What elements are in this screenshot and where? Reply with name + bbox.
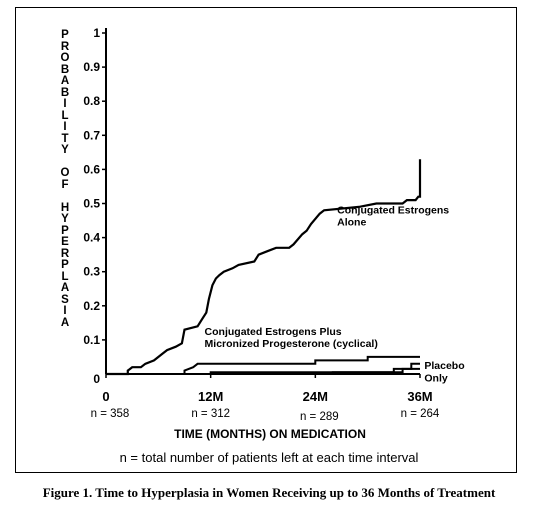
- series-label: Micronized Progesterone (cyclical): [205, 338, 378, 350]
- y-axis-letter: P: [61, 259, 69, 271]
- y-axis-letter: R: [60, 247, 70, 260]
- y-axis-letter: A: [60, 282, 70, 294]
- series-line-conjugated-estrogens-plus-micronized-progesterone-cyclical: [106, 355, 420, 375]
- y-tick-label: 0.4: [83, 231, 100, 245]
- figure-frame: [15, 7, 517, 473]
- n-note: n = total number of patients left at eac…: [119, 450, 419, 465]
- series-label: Conjugated Estrogens Plus: [205, 326, 342, 338]
- y-axis-letter: O: [60, 167, 70, 179]
- y-axis-letter: P: [61, 224, 69, 237]
- x-tick-label: 0: [102, 389, 109, 404]
- figure-caption: Figure 1. Time to Hyperplasia in Women R…: [42, 485, 496, 500]
- y-axis-letter: I: [63, 121, 67, 133]
- y-tick-label: 0.8: [83, 94, 100, 108]
- y-axis-letter: Y: [61, 213, 69, 225]
- n-label: n = 358: [91, 408, 130, 420]
- y-axis-letter: L: [61, 109, 69, 122]
- y-axis-letter: O: [60, 52, 70, 64]
- series-label: Placebo: [424, 360, 464, 372]
- y-tick-label: 1: [93, 26, 100, 40]
- y-axis-letter: P: [61, 29, 69, 41]
- y-axis-letter: F: [61, 178, 69, 191]
- n-label: n = 312: [191, 408, 230, 420]
- y-axis-letter: A: [60, 316, 70, 329]
- y-axis-letter: S: [61, 293, 69, 306]
- x-axis-title: TIME (MONTHS) ON MEDICATION: [174, 427, 366, 441]
- y-axis-letter: B: [60, 63, 70, 76]
- y-axis-letter: I: [63, 98, 67, 110]
- y-tick-label: 0.1: [83, 333, 100, 347]
- y-axis-letter: H: [60, 201, 70, 214]
- y-axis-letter: I: [63, 305, 67, 317]
- y-axis-letter: A: [60, 75, 70, 87]
- n-label: n = 264: [401, 408, 440, 420]
- y-axis-letter: L: [61, 270, 69, 283]
- y-tick-label: 0.9: [83, 60, 100, 74]
- y-axis-letter: R: [60, 40, 70, 53]
- series-line-only: [106, 367, 420, 375]
- x-tick-label: 12M: [198, 389, 223, 404]
- series-label: Only: [424, 373, 447, 385]
- y-tick-label: 0: [93, 372, 100, 386]
- series-line-conjugated-estrogens-alone: [106, 159, 422, 376]
- y-axis-letter: Y: [61, 144, 69, 156]
- series-label: Conjugated Estrogens: [337, 205, 449, 217]
- y-tick-label: 0.7: [83, 128, 100, 142]
- series-label: Alone: [337, 217, 366, 229]
- y-tick-label: 0.3: [83, 265, 100, 279]
- y-axis-letter: E: [61, 236, 69, 248]
- y-tick-label: 0.6: [83, 162, 100, 176]
- y-tick-label: 0.2: [83, 299, 100, 313]
- n-label: n = 289: [300, 411, 339, 423]
- x-tick-label: 24M: [303, 389, 328, 404]
- y-axis-letter: B: [60, 86, 70, 99]
- x-tick-label: 36M: [407, 389, 432, 404]
- series-line-placebo: [106, 362, 420, 375]
- y-axis-letter: T: [61, 132, 69, 145]
- y-tick-label: 0.5: [83, 197, 100, 211]
